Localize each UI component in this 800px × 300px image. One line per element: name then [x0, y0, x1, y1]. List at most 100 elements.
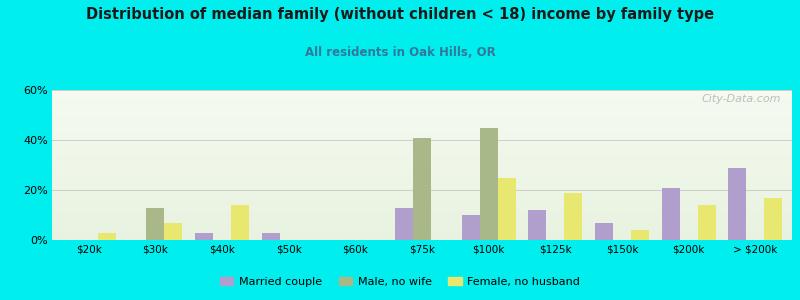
Bar	[52, 160, 792, 162]
Bar	[52, 184, 792, 186]
Bar	[52, 142, 792, 144]
Bar	[52, 214, 792, 216]
Bar	[52, 178, 792, 180]
Bar	[52, 144, 792, 146]
Bar	[52, 124, 792, 126]
Bar	[195, 232, 213, 240]
Bar	[52, 172, 792, 174]
Bar	[52, 201, 792, 202]
Bar	[52, 106, 792, 108]
Bar	[52, 220, 792, 222]
Bar	[52, 105, 792, 106]
Bar	[52, 188, 792, 189]
Text: Distribution of median family (without children < 18) income by family type: Distribution of median family (without c…	[86, 8, 714, 22]
Bar	[52, 210, 792, 212]
Bar	[146, 208, 164, 240]
Bar	[52, 128, 792, 129]
Bar	[52, 238, 792, 240]
Bar	[52, 120, 792, 122]
Bar	[52, 236, 792, 237]
Bar	[52, 99, 792, 100]
Bar	[52, 122, 792, 123]
Bar	[52, 102, 792, 104]
Bar	[52, 100, 792, 102]
Bar	[52, 216, 792, 218]
Bar	[98, 232, 116, 240]
Text: All residents in Oak Hills, OR: All residents in Oak Hills, OR	[305, 46, 495, 59]
Bar	[52, 93, 792, 94]
Bar	[52, 129, 792, 130]
Bar	[52, 183, 792, 184]
Bar	[52, 171, 792, 172]
Bar	[52, 114, 792, 116]
Bar	[52, 159, 792, 160]
Bar	[52, 111, 792, 112]
Bar	[52, 140, 792, 141]
Bar	[52, 234, 792, 236]
Bar	[52, 110, 792, 111]
Bar	[52, 154, 792, 156]
Bar	[164, 223, 182, 240]
Bar	[52, 168, 792, 170]
Bar	[231, 205, 249, 240]
Bar	[52, 190, 792, 192]
Bar	[52, 202, 792, 204]
Bar	[564, 193, 582, 240]
Bar	[52, 146, 792, 147]
Bar	[52, 90, 792, 92]
Bar	[52, 126, 792, 128]
Bar	[52, 152, 792, 153]
Bar	[498, 178, 516, 240]
Bar	[52, 150, 792, 152]
Bar	[52, 204, 792, 206]
Bar	[395, 208, 413, 240]
Bar	[52, 194, 792, 195]
Bar	[764, 197, 782, 240]
Bar	[52, 141, 792, 142]
Bar	[52, 232, 792, 234]
Bar	[52, 108, 792, 110]
Bar	[52, 117, 792, 118]
Bar	[52, 222, 792, 224]
Bar	[52, 225, 792, 226]
Bar	[262, 232, 280, 240]
Bar	[52, 92, 792, 93]
Bar	[52, 136, 792, 138]
Bar	[52, 198, 792, 200]
Bar	[52, 164, 792, 165]
Bar	[52, 118, 792, 120]
Bar	[52, 147, 792, 148]
Bar	[52, 192, 792, 194]
Bar	[52, 153, 792, 154]
Bar	[52, 207, 792, 208]
Bar	[52, 180, 792, 182]
Bar	[462, 215, 480, 240]
Bar	[52, 138, 792, 140]
Bar	[595, 223, 613, 240]
Bar	[52, 206, 792, 207]
Bar	[52, 226, 792, 228]
Bar	[52, 112, 792, 114]
Bar	[728, 167, 746, 240]
Bar	[52, 135, 792, 136]
Bar	[52, 134, 792, 135]
Bar	[52, 132, 792, 134]
Bar	[52, 189, 792, 190]
Bar	[52, 167, 792, 168]
Bar	[52, 169, 792, 171]
Bar	[528, 210, 546, 240]
Bar	[52, 237, 792, 238]
Bar	[52, 186, 792, 188]
Bar	[52, 208, 792, 210]
Bar	[52, 148, 792, 150]
Bar	[52, 174, 792, 176]
Bar	[698, 205, 716, 240]
Bar	[52, 230, 792, 231]
Bar	[52, 196, 792, 198]
Bar	[52, 103, 792, 105]
Bar	[52, 182, 792, 183]
Bar	[52, 231, 792, 232]
Bar	[52, 96, 792, 98]
Bar	[52, 195, 792, 196]
Bar	[52, 219, 792, 220]
